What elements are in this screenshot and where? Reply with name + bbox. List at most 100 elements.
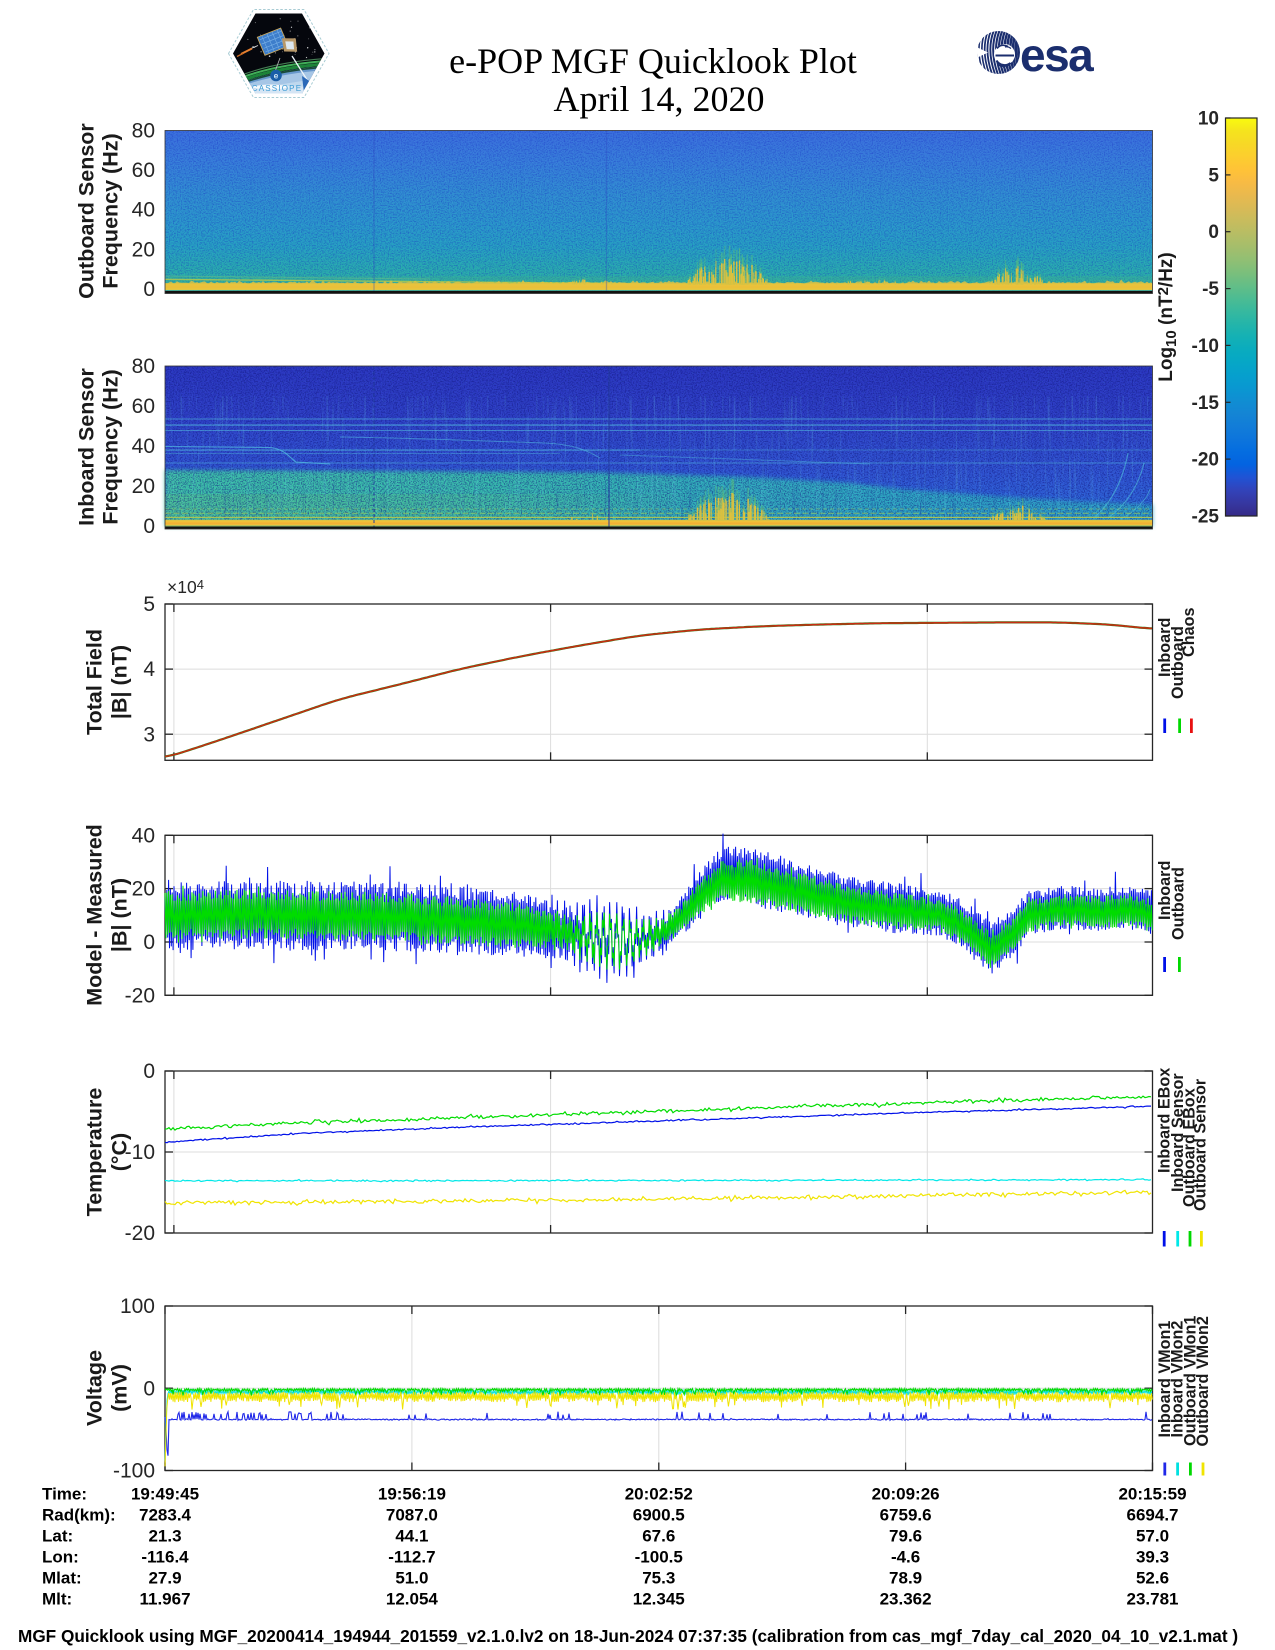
svg-text:60: 60 — [132, 159, 155, 182]
svg-text:3: 3 — [143, 723, 155, 746]
svg-text:0: 0 — [143, 515, 155, 538]
svg-text:0: 0 — [143, 1060, 155, 1083]
svg-text:80: 80 — [132, 355, 155, 378]
svg-text:Inboard Sensor: Inboard Sensor — [75, 368, 99, 526]
svg-text:20: 20 — [132, 878, 155, 901]
svg-text:×104: ×104 — [167, 577, 204, 597]
svg-text:Inboard: Inboard — [1156, 618, 1174, 677]
svg-text:10: 10 — [1198, 109, 1219, 130]
svg-text:12.054: 12.054 — [386, 1590, 439, 1609]
svg-text:100: 100 — [120, 1295, 155, 1318]
svg-text:Outboard: Outboard — [1170, 867, 1188, 940]
svg-text:Chaos: Chaos — [1180, 608, 1198, 657]
svg-text:-100.5: -100.5 — [635, 1548, 683, 1567]
svg-text:-112.7: -112.7 — [388, 1548, 435, 1567]
svg-text:40: 40 — [132, 824, 155, 847]
svg-text:23.781: 23.781 — [1127, 1590, 1179, 1609]
svg-text:19:49:45: 19:49:45 — [131, 1485, 199, 1504]
svg-text:Model - Measured: Model - Measured — [83, 824, 107, 1006]
svg-text:Mlat:: Mlat: — [42, 1569, 82, 1588]
svg-text:60: 60 — [132, 395, 155, 418]
svg-text:20: 20 — [132, 475, 155, 498]
svg-text:6900.5: 6900.5 — [633, 1506, 685, 1525]
svg-text:Log10 (nT2/Hz): Log10 (nT2/Hz) — [1155, 252, 1180, 382]
svg-text:79.6: 79.6 — [889, 1527, 922, 1546]
svg-text:-116.4: -116.4 — [141, 1548, 189, 1567]
svg-text:-20: -20 — [125, 984, 155, 1007]
svg-text:(mV): (mV) — [108, 1364, 132, 1412]
svg-text:44.1: 44.1 — [395, 1527, 428, 1546]
svg-text:Total Field: Total Field — [83, 629, 107, 735]
svg-text:6694.7: 6694.7 — [1127, 1506, 1179, 1525]
svg-text:78.9: 78.9 — [889, 1569, 922, 1588]
svg-text:Outboard Sensor: Outboard Sensor — [1192, 1078, 1210, 1211]
svg-text:0: 0 — [1208, 222, 1219, 243]
svg-text:Rad(km):: Rad(km): — [42, 1506, 116, 1525]
svg-text:Voltage: Voltage — [83, 1350, 107, 1426]
svg-text:20: 20 — [132, 238, 155, 261]
svg-text:57.0: 57.0 — [1136, 1527, 1169, 1546]
svg-text:MGF Quicklook using MGF_202004: MGF Quicklook using MGF_20200414_194944_… — [18, 1626, 1238, 1646]
svg-text:-20: -20 — [125, 1222, 155, 1245]
svg-text:Frequency (Hz): Frequency (Hz) — [99, 369, 123, 524]
svg-text:April 14, 2020: April 14, 2020 — [554, 79, 765, 119]
svg-text:Temperature: Temperature — [83, 1088, 107, 1217]
svg-text:CASSIOPE: CASSIOPE — [252, 84, 303, 93]
svg-text:75.3: 75.3 — [642, 1569, 675, 1588]
svg-text:40: 40 — [132, 435, 155, 458]
svg-text:e-POP MGF Quicklook Plot: e-POP MGF Quicklook Plot — [449, 41, 857, 81]
svg-text:7087.0: 7087.0 — [386, 1506, 438, 1525]
svg-text:67.6: 67.6 — [642, 1527, 675, 1546]
svg-text:Frequency (Hz): Frequency (Hz) — [99, 133, 123, 288]
svg-text:Lon:: Lon: — [42, 1548, 79, 1567]
svg-text:23.362: 23.362 — [880, 1590, 932, 1609]
svg-text:Time:: Time: — [42, 1485, 87, 1504]
svg-text:0: 0 — [143, 1377, 155, 1400]
svg-text:-100: -100 — [113, 1460, 155, 1483]
svg-text:Inboard VMon2: Inboard VMon2 — [1169, 1321, 1187, 1438]
svg-text:Outboard Sensor: Outboard Sensor — [75, 123, 99, 299]
svg-text:39.3: 39.3 — [1136, 1548, 1169, 1567]
svg-text:|B| (nT): |B| (nT) — [108, 878, 132, 952]
svg-text:Outboard: Outboard — [1169, 626, 1187, 699]
svg-text:Inboard EBox: Inboard EBox — [1156, 1068, 1174, 1173]
svg-text:-4.6: -4.6 — [891, 1548, 920, 1567]
svg-text:Outboard VMon2: Outboard VMon2 — [1194, 1316, 1212, 1446]
svg-text:7283.4: 7283.4 — [139, 1506, 192, 1525]
svg-text:0: 0 — [143, 278, 155, 301]
svg-text:4: 4 — [143, 658, 155, 681]
svg-text:e: e — [274, 71, 279, 81]
svg-text:5: 5 — [1208, 165, 1219, 186]
svg-text:-20: -20 — [1192, 450, 1219, 471]
svg-text:-10: -10 — [1192, 336, 1219, 357]
svg-text:-10: -10 — [125, 1141, 155, 1164]
svg-text:20:09:26: 20:09:26 — [872, 1485, 940, 1504]
svg-text:5: 5 — [143, 593, 155, 616]
svg-text:51.0: 51.0 — [395, 1569, 428, 1588]
svg-text:Outboard VMon1: Outboard VMon1 — [1181, 1316, 1199, 1446]
svg-text:27.9: 27.9 — [148, 1569, 181, 1588]
svg-text:-15: -15 — [1192, 393, 1220, 414]
svg-text:(°C): (°C) — [108, 1133, 132, 1171]
svg-text:Inboard: Inboard — [1156, 861, 1174, 920]
svg-text:20:02:52: 20:02:52 — [625, 1485, 693, 1504]
svg-text:80: 80 — [132, 120, 155, 143]
svg-text:Inboard Sensor: Inboard Sensor — [1169, 1073, 1187, 1192]
svg-text:40: 40 — [132, 199, 155, 222]
svg-text:6759.6: 6759.6 — [880, 1506, 932, 1525]
svg-text:21.3: 21.3 — [148, 1527, 181, 1546]
svg-text:-5: -5 — [1202, 279, 1219, 300]
svg-text:Inboard VMon1: Inboard VMon1 — [1156, 1321, 1174, 1438]
svg-text:|B| (nT): |B| (nT) — [108, 645, 132, 719]
svg-text:52.6: 52.6 — [1136, 1569, 1169, 1588]
svg-text:Mlt:: Mlt: — [42, 1590, 72, 1609]
svg-text:-25: -25 — [1192, 507, 1220, 528]
svg-text:19:56:19: 19:56:19 — [378, 1485, 446, 1504]
svg-text:Outboard EBox: Outboard EBox — [1180, 1088, 1198, 1207]
svg-text:Lat:: Lat: — [42, 1527, 73, 1546]
svg-text:12.345: 12.345 — [633, 1590, 685, 1609]
svg-text:esa: esa — [1020, 29, 1094, 81]
svg-text:20:15:59: 20:15:59 — [1118, 1485, 1186, 1504]
svg-text:0: 0 — [143, 931, 155, 954]
svg-text:11.967: 11.967 — [139, 1590, 190, 1609]
